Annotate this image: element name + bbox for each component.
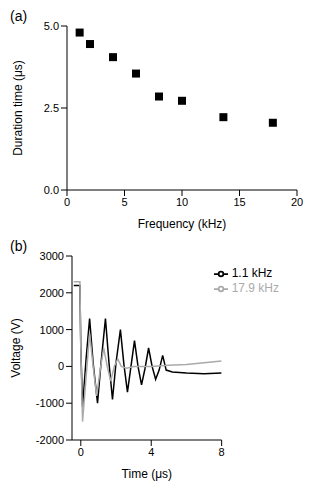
- svg-text:5.0: 5.0: [44, 20, 59, 32]
- svg-text:Duration time (μs): Duration time (μs): [11, 60, 25, 156]
- svg-text:1000: 1000: [40, 324, 64, 336]
- svg-text:2000: 2000: [40, 287, 64, 299]
- svg-text:-1000: -1000: [36, 397, 64, 409]
- html-text:1.1 kHz: 1.1 kHz: [231, 266, 273, 280]
- svg-text:0: 0: [78, 446, 84, 458]
- svg-text:Frequency (kHz): Frequency (kHz): [138, 217, 227, 231]
- svg-text:3000: 3000: [40, 250, 64, 262]
- svg-text:Voltage (V): Voltage (V): [9, 318, 23, 377]
- svg-text:0: 0: [58, 360, 64, 372]
- svg-text:15: 15: [233, 196, 245, 208]
- svg-text:10: 10: [176, 196, 188, 208]
- svg-text:0: 0: [64, 196, 70, 208]
- html-text:(a): (a): [10, 8, 28, 24]
- html-text:17.9 kHz: 17.9 kHz: [231, 280, 279, 295]
- svg-text:-2000: -2000: [36, 434, 64, 446]
- svg-text:8: 8: [219, 446, 225, 458]
- svg-text:Time (μs): Time (μs): [122, 467, 172, 481]
- svg-text:0.0: 0.0: [44, 184, 59, 196]
- svg-text:2.5: 2.5: [44, 102, 59, 114]
- svg-text:5: 5: [121, 196, 127, 208]
- html-text:(b): (b): [10, 238, 28, 254]
- svg-text:20: 20: [291, 196, 303, 208]
- svg-text:4: 4: [148, 446, 154, 458]
